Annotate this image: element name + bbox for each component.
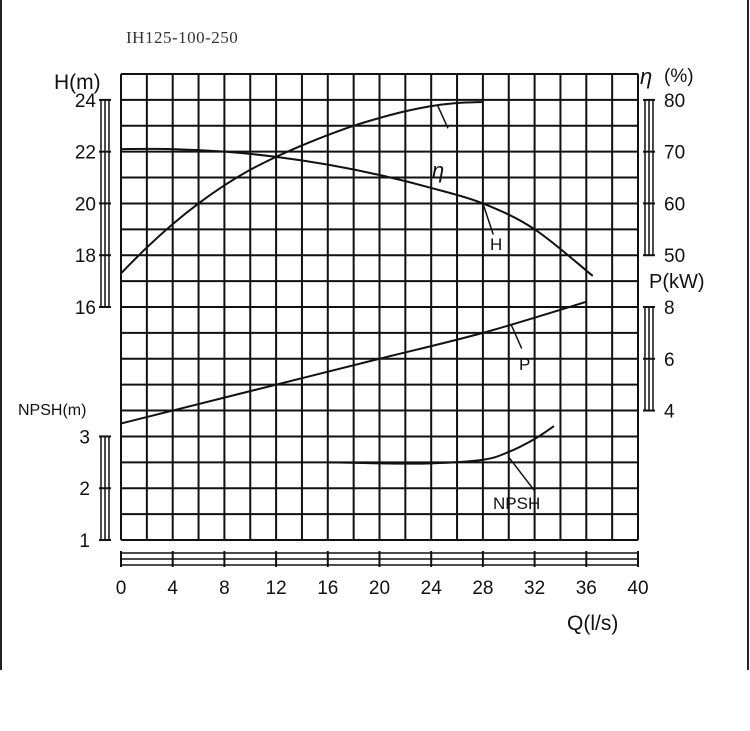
tick-label: 16 (75, 298, 96, 319)
grid (120, 73, 639, 541)
tick-label: 6 (664, 350, 675, 371)
x-tick-label: 24 (421, 578, 443, 599)
eta-axis-symbol: η (640, 64, 652, 89)
tick-label: 24 (75, 91, 97, 112)
h-leader-line (482, 203, 494, 235)
tick-label: 3 (79, 427, 90, 448)
chart-title: IH125-100-250 (126, 28, 239, 47)
npsh-curve (327, 425, 555, 465)
x-tick-label: 32 (524, 578, 545, 599)
tick-label: 50 (664, 246, 685, 267)
frame-left-border (0, 0, 2, 670)
tick-label: 22 (75, 143, 96, 164)
curves (120, 100, 594, 492)
curve-label-npsh: NPSH (493, 494, 540, 513)
tick-label: 70 (664, 143, 685, 164)
x-tick-label: 16 (317, 578, 338, 599)
tick-label: 20 (75, 194, 96, 215)
tick-label: 2 (79, 479, 90, 500)
curve-label-h: H (490, 235, 502, 254)
tick-label: 80 (664, 91, 685, 112)
x-tick-label: 8 (219, 578, 230, 599)
tick-label: 4 (664, 402, 675, 423)
p-leader-line (510, 324, 523, 349)
eta-leader-line (436, 105, 449, 129)
x-tick-label: 0 (116, 578, 127, 599)
h-scale: 16 18 20 22 24 (75, 91, 111, 319)
tick-label: 1 (79, 531, 90, 552)
x-tick-label: 4 (167, 578, 178, 599)
eta-axis-unit: (%) (664, 66, 694, 87)
tick-label: 60 (664, 194, 685, 215)
q-scale: 0 4 8 12 16 20 24 28 32 36 40 (116, 551, 649, 599)
h-axis-label: H(m) (54, 71, 101, 94)
power-curve (120, 300, 587, 425)
npsh-axis-label: NPSH(m) (18, 402, 86, 419)
p-scale: 4 6 8 (643, 298, 675, 423)
frame-right-border (747, 0, 749, 670)
curve-label-eta: η (432, 158, 444, 183)
x-tick-label: 36 (576, 578, 597, 599)
head-curve (120, 147, 594, 277)
curve-label-p: P (519, 355, 530, 374)
npsh-leader-line (508, 456, 536, 492)
x-tick-label: 28 (472, 578, 493, 599)
tick-label: 18 (75, 246, 96, 267)
npsh-scale: 1 2 3 (79, 427, 111, 552)
x-tick-label: 12 (266, 578, 287, 599)
x-axis-label: Q(l/s) (567, 612, 618, 635)
efficiency-curve (120, 100, 483, 275)
x-tick-label: 40 (627, 578, 648, 599)
p-axis-label: P(kW) (649, 271, 705, 293)
eta-scale: 50 60 70 80 (643, 91, 685, 267)
tick-label: 8 (664, 298, 675, 319)
x-tick-label: 20 (369, 578, 390, 599)
